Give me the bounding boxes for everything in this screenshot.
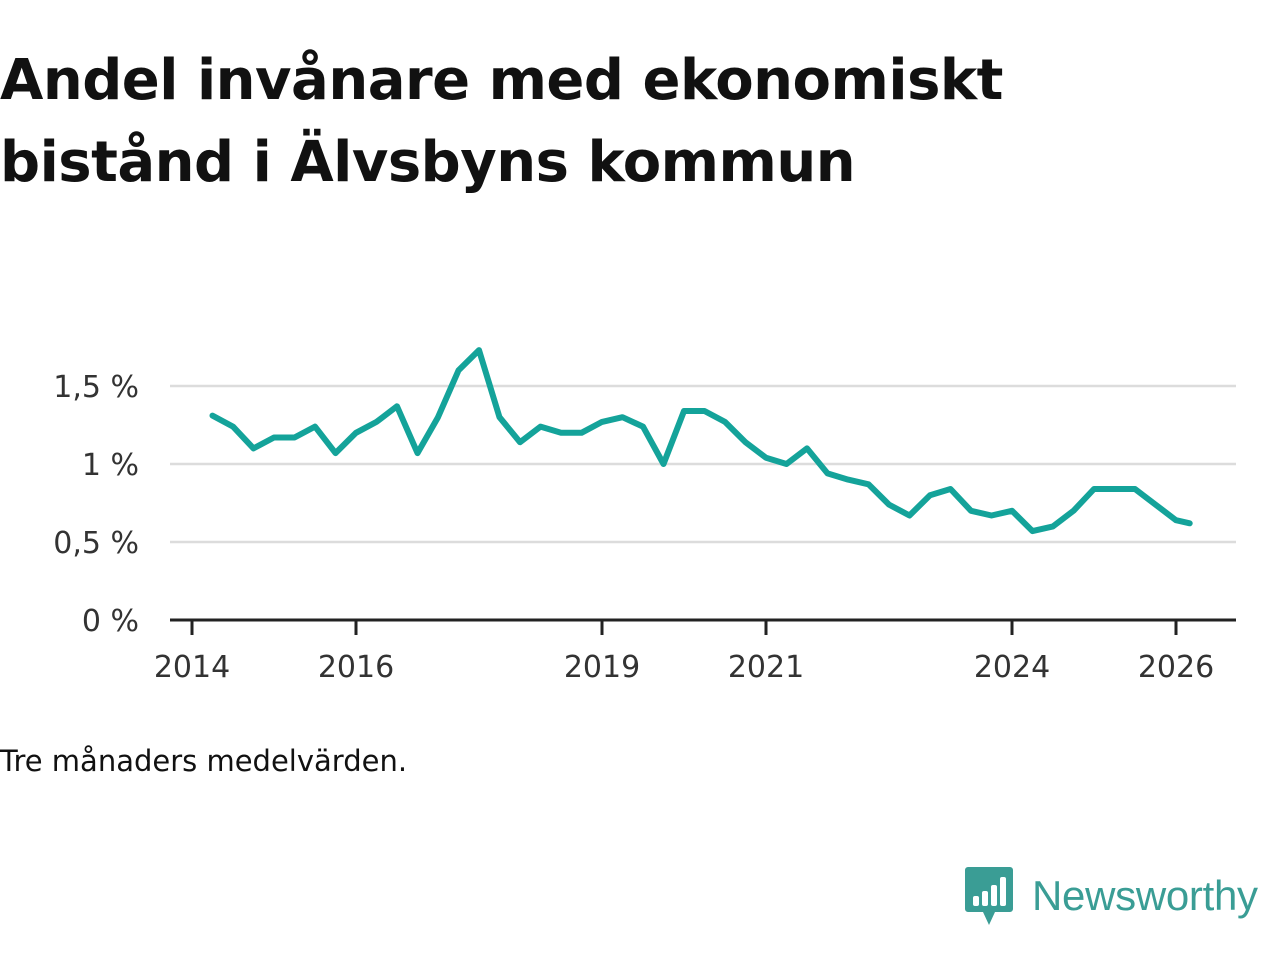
- x-axis: 2014 2016 2019 2021 2024 2026: [154, 618, 1236, 685]
- x-tick-label: 2021: [728, 650, 804, 685]
- gridlines: [170, 384, 1236, 544]
- y-tick-label: 1 %: [82, 448, 139, 483]
- brand-name: Newsworthy: [1032, 872, 1258, 919]
- x-tick-label: 2026: [1138, 650, 1214, 685]
- series-line: [209, 347, 1193, 535]
- y-tick-label: 1,5 %: [53, 370, 139, 405]
- x-tick-label: 2016: [318, 650, 394, 685]
- chart-title: Andel invånare med ekonomiskt bistånd i …: [0, 48, 1003, 195]
- y-axis-tick-labels: 0 % 0,5 % 1 % 1,5 %: [53, 370, 139, 639]
- x-tick-label: 2019: [564, 650, 640, 685]
- chart-note: Tre månaders medelvärden.: [0, 744, 408, 778]
- brand-logo-block: Newsworthy: [964, 864, 1258, 928]
- y-tick-label: 0,5 %: [53, 526, 139, 561]
- bar-chart-speech-bubble-icon: [965, 867, 1013, 925]
- y-tick-label: 0 %: [82, 604, 139, 639]
- line-chart: 0 % 0,5 % 1 % 1,5 % 2014 2016 2019 2021 2024 202…: [53, 347, 1236, 685]
- x-tick-label: 2024: [974, 650, 1050, 685]
- series-layer: [209, 347, 1193, 535]
- x-tick-label: 2014: [154, 650, 230, 685]
